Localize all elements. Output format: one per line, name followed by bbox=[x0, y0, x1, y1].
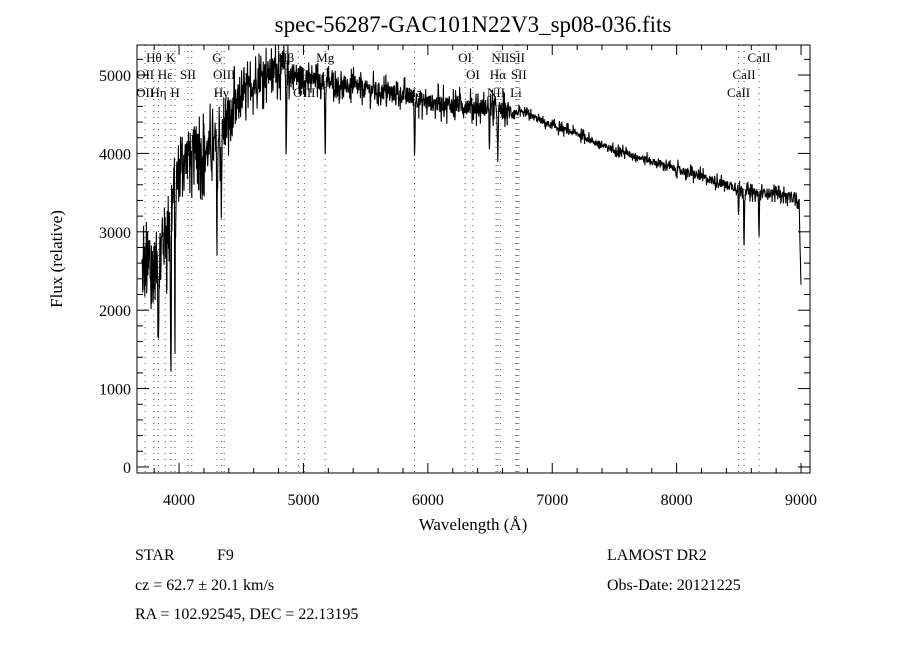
line-label: Hα bbox=[490, 67, 506, 82]
line-label: Hθ bbox=[146, 50, 162, 65]
x-tick-label: 6000 bbox=[412, 492, 444, 509]
x-tick-label: 9000 bbox=[785, 492, 817, 509]
line-label: OI bbox=[458, 50, 472, 65]
line-label: OIII bbox=[213, 67, 235, 82]
line-label: OII bbox=[136, 85, 154, 100]
spectrum-line bbox=[141, 44, 802, 372]
line-label: SII bbox=[509, 50, 525, 65]
line-label: CaII bbox=[733, 67, 756, 82]
x-tick-label: 8000 bbox=[661, 492, 693, 509]
x-tick-label: 7000 bbox=[536, 492, 568, 509]
line-label: OIII bbox=[293, 85, 315, 100]
line-label: OI bbox=[466, 67, 480, 82]
line-label: NII bbox=[491, 50, 509, 65]
line-label: OII bbox=[136, 67, 154, 82]
coordinates: RA = 102.92545, DEC = 22.13195 bbox=[135, 606, 358, 623]
obs-date: Obs-Date: 20121225 bbox=[607, 577, 741, 594]
line-label: CaII bbox=[727, 85, 750, 100]
axes: 4000 5000 6000 7000 8000 9000 0 1000 2000 3000 400… bbox=[99, 45, 817, 509]
y-tick-label: 4000 bbox=[99, 146, 131, 163]
line-label: Hγ bbox=[214, 85, 229, 100]
chart-title: spec-56287-GAC101N22V3_sp08-036.fits bbox=[275, 12, 672, 37]
line-label: SII bbox=[180, 67, 196, 82]
line-label: H bbox=[170, 85, 179, 100]
line-label: Hε bbox=[158, 67, 173, 82]
object-class: STAR bbox=[135, 547, 175, 564]
subclass: F9 bbox=[217, 547, 234, 564]
line-label: K bbox=[166, 50, 176, 65]
x-tick-label: 4000 bbox=[163, 492, 195, 509]
y-tick-label: 1000 bbox=[99, 382, 131, 399]
redshift: cz = 62.7 ± 20.1 km/s bbox=[135, 577, 274, 594]
x-tick-label: 5000 bbox=[287, 492, 319, 509]
y-tick-label: 5000 bbox=[99, 68, 131, 85]
line-label: CaII bbox=[747, 50, 770, 65]
line-label: Li bbox=[510, 85, 522, 100]
line-label: G bbox=[212, 50, 221, 65]
y-tick-label: 0 bbox=[123, 460, 131, 477]
plot-frame bbox=[136, 44, 811, 474]
line-label: Mg bbox=[316, 50, 335, 65]
y-tick-label: 3000 bbox=[99, 225, 131, 242]
line-label: Hη bbox=[150, 85, 166, 100]
y-axis-label: Flux (relative) bbox=[47, 210, 66, 308]
line-label: NII bbox=[487, 85, 505, 100]
line-label: SII bbox=[511, 67, 527, 82]
survey: LAMOST DR2 bbox=[607, 547, 707, 564]
y-tick-label: 2000 bbox=[99, 303, 131, 320]
x-axis-label: Wavelength (Å) bbox=[419, 515, 528, 534]
